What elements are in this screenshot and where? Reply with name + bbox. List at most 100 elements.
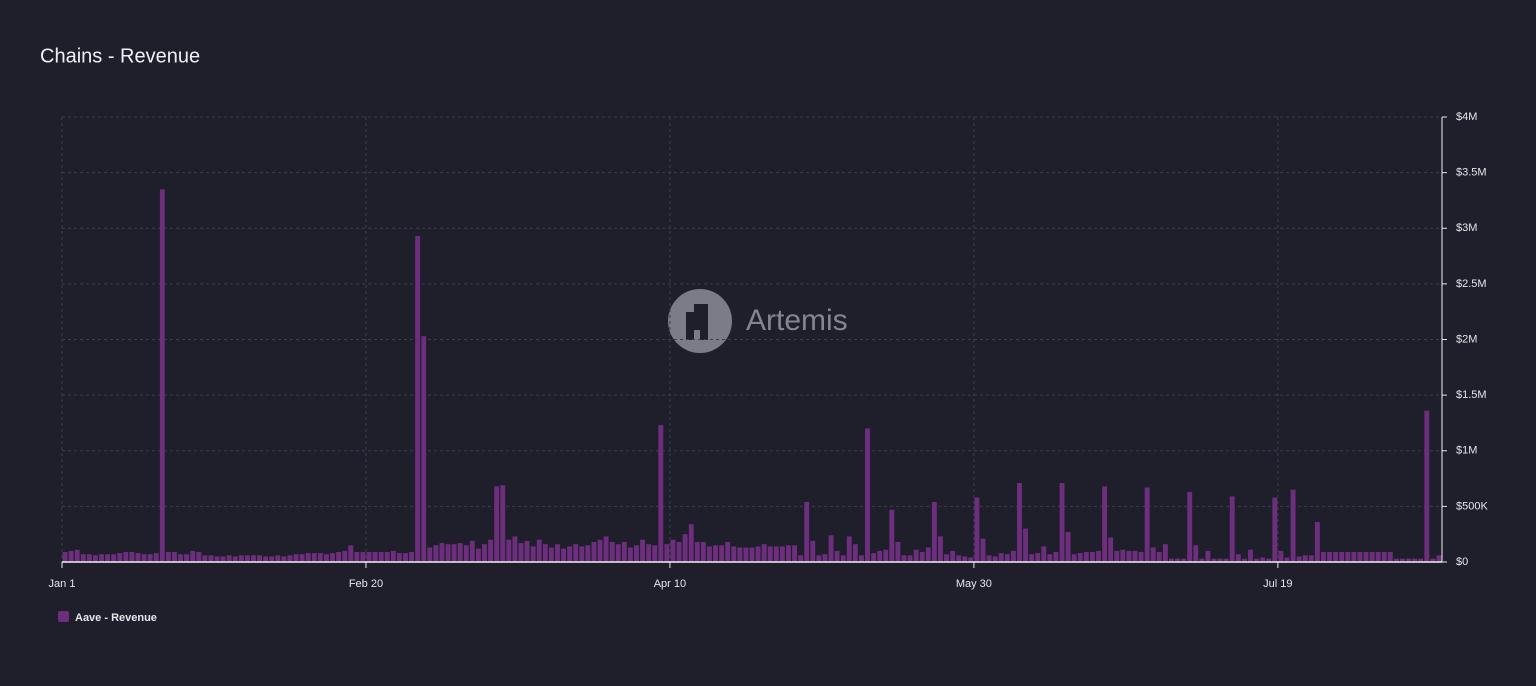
bar (1327, 551, 1332, 562)
bar (761, 544, 767, 562)
bar (804, 501, 810, 562)
bar (263, 556, 269, 562)
bar (871, 553, 877, 562)
bar (615, 544, 621, 562)
bar (1205, 550, 1211, 562)
bar (779, 546, 785, 562)
bar (317, 553, 323, 562)
bar (1108, 537, 1114, 562)
bar (1010, 550, 1016, 562)
bar (1004, 554, 1010, 562)
bar (1254, 558, 1260, 562)
bar (1126, 550, 1132, 562)
bar (658, 425, 664, 562)
y-tick-label: $2.5M (1456, 278, 1487, 290)
bar (1041, 546, 1047, 562)
bar (1436, 555, 1442, 562)
bar (1217, 558, 1223, 562)
bar (305, 553, 311, 562)
bar (232, 556, 238, 562)
bar (1430, 558, 1436, 562)
bar (415, 236, 421, 562)
bar (287, 555, 293, 562)
bar (694, 541, 700, 562)
bar (1369, 551, 1375, 562)
bar (244, 555, 250, 562)
bar (968, 557, 974, 562)
bar (919, 551, 925, 562)
bar (293, 554, 299, 562)
bar (1156, 551, 1162, 562)
bar (980, 538, 986, 562)
bar (129, 551, 135, 562)
bar (944, 554, 949, 562)
bar (877, 550, 883, 562)
bar (220, 556, 226, 562)
bar (1339, 551, 1345, 562)
bar (1132, 550, 1138, 562)
x-tick-label: Jan 1 (49, 578, 76, 590)
legend-swatch (58, 611, 69, 622)
bar (1424, 410, 1430, 562)
bar (548, 547, 554, 562)
bar (1077, 553, 1083, 562)
bar (1248, 549, 1253, 562)
bar (147, 554, 153, 562)
bar (421, 336, 427, 562)
bar (403, 553, 408, 562)
bar (463, 545, 469, 562)
bar (1260, 557, 1266, 562)
legend-label: Aave - Revenue (75, 612, 157, 624)
bar (457, 543, 463, 562)
bar (1418, 558, 1424, 562)
bar (938, 536, 943, 562)
bar (506, 539, 512, 562)
x-tick-label: May 30 (956, 578, 992, 590)
bar (603, 536, 609, 562)
bar (366, 551, 372, 562)
bar (105, 554, 111, 562)
bar (1047, 554, 1053, 562)
bar (396, 553, 402, 562)
bar (1023, 528, 1029, 562)
bar (324, 554, 329, 562)
bar (609, 541, 615, 562)
bar (901, 555, 907, 562)
y-tick-label: $0 (1456, 556, 1468, 568)
bar (846, 536, 852, 562)
x-tick-label: Jul 19 (1263, 578, 1292, 590)
bar (1290, 489, 1296, 562)
bar (469, 540, 475, 562)
bar (111, 554, 117, 562)
bar (640, 539, 646, 562)
bar (1406, 558, 1412, 562)
bar (889, 509, 895, 562)
y-tick-label: $1.5M (1456, 389, 1487, 401)
bar (731, 546, 737, 562)
bar (214, 556, 220, 562)
bar (1065, 531, 1071, 562)
bar (907, 555, 913, 562)
bar (226, 555, 232, 562)
bar (1175, 558, 1180, 562)
y-tick-label: $3M (1456, 222, 1477, 234)
bar (646, 544, 652, 562)
bar (524, 540, 530, 562)
bar (348, 545, 354, 562)
bar (1211, 558, 1217, 562)
bar (676, 541, 682, 562)
bar (1169, 558, 1174, 562)
x-tick-label: Feb 20 (349, 578, 383, 590)
bar (840, 555, 846, 562)
bar (1400, 558, 1405, 562)
bar (384, 551, 390, 562)
bar (986, 555, 992, 562)
bar (165, 551, 171, 562)
bar (652, 545, 658, 562)
bar (834, 550, 840, 562)
bar (749, 547, 755, 562)
bar (567, 546, 573, 562)
bar (1199, 558, 1205, 562)
bar (707, 546, 712, 562)
x-tick-label: Apr 10 (654, 578, 686, 590)
